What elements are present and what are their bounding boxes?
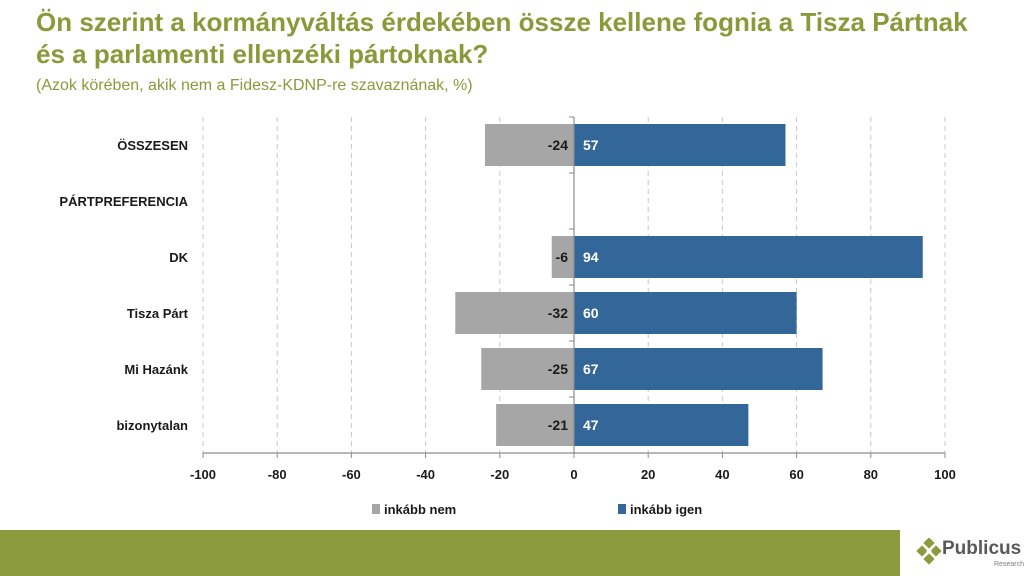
data-label: 60 bbox=[583, 305, 599, 321]
legend-label: inkább igen bbox=[630, 502, 702, 517]
x-tick-label: -100 bbox=[190, 467, 216, 482]
legend-swatch bbox=[372, 504, 380, 514]
bar-inkabb-nem bbox=[551, 236, 574, 278]
data-label: -32 bbox=[548, 305, 568, 321]
x-tick-label: -20 bbox=[490, 467, 509, 482]
data-label: 57 bbox=[583, 137, 599, 153]
bar-inkabb-igen bbox=[574, 236, 923, 278]
chart-title: Ön szerint a kormányváltás érdekében öss… bbox=[36, 7, 968, 69]
bar-inkabb-nem bbox=[484, 124, 574, 166]
category-label: Tisza Párt bbox=[127, 306, 189, 321]
bar-inkabb-igen bbox=[574, 404, 749, 446]
x-tick-label: 80 bbox=[864, 467, 878, 482]
category-label: DK bbox=[169, 250, 188, 265]
data-label: -25 bbox=[548, 361, 568, 377]
data-label: 94 bbox=[583, 249, 599, 265]
data-label: 47 bbox=[583, 417, 599, 433]
x-tick-label: 100 bbox=[934, 467, 956, 482]
bar-inkabb-igen bbox=[574, 124, 786, 166]
bar-inkabb-igen bbox=[574, 348, 823, 390]
category-label: Mi Hazánk bbox=[124, 362, 188, 377]
data-label: 67 bbox=[583, 361, 599, 377]
bar-inkabb-nem bbox=[496, 404, 574, 446]
data-label: -21 bbox=[548, 417, 568, 433]
category-label: bizonytalan bbox=[116, 418, 188, 433]
x-tick-label: -80 bbox=[268, 467, 287, 482]
chart-subtitle: (Azok körében, akik nem a Fidesz-KDNP-re… bbox=[36, 77, 473, 94]
data-label: -24 bbox=[548, 137, 568, 153]
legend-label: inkább nem bbox=[384, 502, 456, 517]
publicus-logo-text: Publicus bbox=[942, 538, 1022, 559]
publicus-logo-icon bbox=[916, 538, 942, 565]
x-tick-label: -40 bbox=[416, 467, 435, 482]
diverging-bar-chart: -24 57 ÖSSZESEN PÁRTPREFERENCIA -6 94 DK -32 60 T… bbox=[59, 116, 956, 517]
publicus-logo: Publicus Research bbox=[914, 534, 1024, 574]
x-tick-label: 40 bbox=[715, 467, 729, 482]
category-label: ÖSSZESEN bbox=[117, 138, 188, 153]
publicus-logo-subtext: Research bbox=[994, 561, 1024, 568]
footer-bar bbox=[0, 530, 900, 576]
bar-inkabb-nem bbox=[455, 292, 574, 334]
legend-swatch bbox=[618, 504, 626, 514]
x-tick-label: 0 bbox=[570, 467, 577, 482]
category-label: PÁRTPREFERENCIA bbox=[59, 194, 188, 209]
bar-inkabb-nem bbox=[481, 348, 574, 390]
x-tick-label: -60 bbox=[342, 467, 361, 482]
x-tick-label: 20 bbox=[641, 467, 655, 482]
x-tick-label: 60 bbox=[789, 467, 803, 482]
bar-inkabb-igen bbox=[574, 292, 797, 334]
data-label: -6 bbox=[556, 249, 569, 265]
